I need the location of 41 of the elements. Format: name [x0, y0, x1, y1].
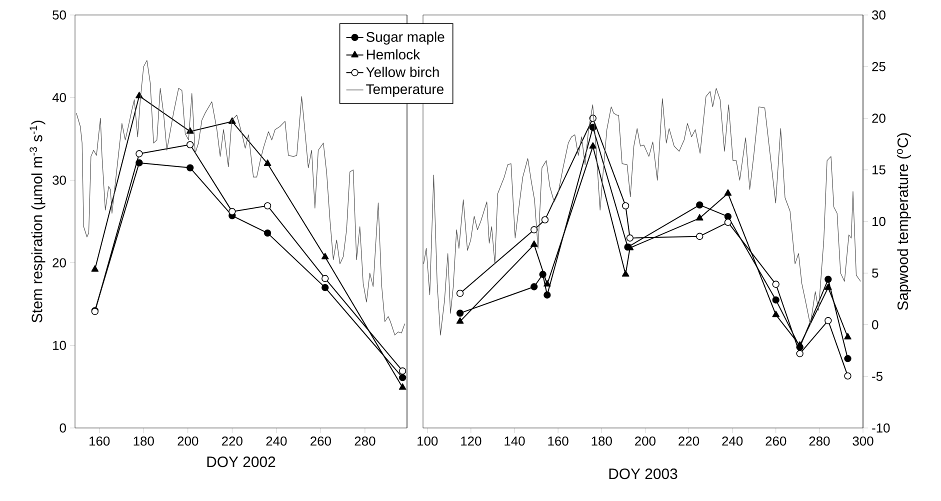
x-tick-label: 160 — [90, 436, 110, 446]
x-tick-label: 280 — [354, 436, 376, 446]
legend-label: Yellow birch — [366, 66, 439, 78]
x-axis-title: DOY 2002 — [207, 456, 276, 468]
y-axis-title: Stem respiration (µmol m$^{-3}$ s$^{-1}$) — [30, 120, 46, 323]
y2-tick-label: 10 — [872, 216, 886, 226]
x-tick-label: 220 — [678, 436, 700, 446]
x-tick-label: 260 — [766, 436, 786, 446]
legend-label: Temperature — [366, 84, 444, 97]
x-tick-label: 100 — [418, 436, 438, 446]
x-tick-label: 280 — [809, 436, 830, 446]
y2-tick-label: 0 — [872, 320, 878, 330]
x-tick-label: 240 — [266, 436, 287, 446]
x-tick-label: 200 — [178, 436, 198, 446]
x-tick-label: 240 — [722, 436, 743, 446]
y2-tick-label: 15 — [872, 165, 886, 174]
y-tick-label: 40 — [52, 93, 66, 102]
x-tick-label: 140 — [504, 436, 525, 446]
x-tick-label: 220 — [222, 436, 242, 446]
y-tick-label: 30 — [52, 176, 66, 185]
x-tick-label: 200 — [635, 436, 656, 446]
y2-tick-label: 20 — [872, 114, 886, 123]
x-tick-label: 160 — [548, 436, 568, 446]
y2-tick-label: -10 — [872, 423, 890, 433]
x-axis-title: DOY 2003 — [609, 468, 678, 480]
y-tick-label: 0 — [60, 423, 66, 433]
y-tick-label: 20 — [52, 258, 66, 268]
y2-tick-label: 5 — [872, 268, 878, 278]
x-tick-label: 180 — [592, 436, 612, 446]
y-tick-label: 10 — [53, 340, 66, 350]
y-tick-label: 50 — [52, 10, 66, 20]
legend-label: Sugar maple — [366, 32, 444, 45]
y2-tick-label: -5 — [872, 372, 882, 381]
legend-label: Hemlock — [366, 49, 420, 60]
y2-tick-label: 30 — [872, 10, 886, 20]
x-tick-label: 300 — [852, 436, 874, 446]
y2-axis-title: Sapwood temperature ($^{o}$C) — [897, 133, 912, 310]
x-tick-label: 260 — [310, 436, 331, 446]
y2-tick-label: 25 — [872, 62, 886, 72]
x-tick-label: 120 — [461, 436, 482, 446]
x-tick-label: 180 — [134, 436, 154, 446]
